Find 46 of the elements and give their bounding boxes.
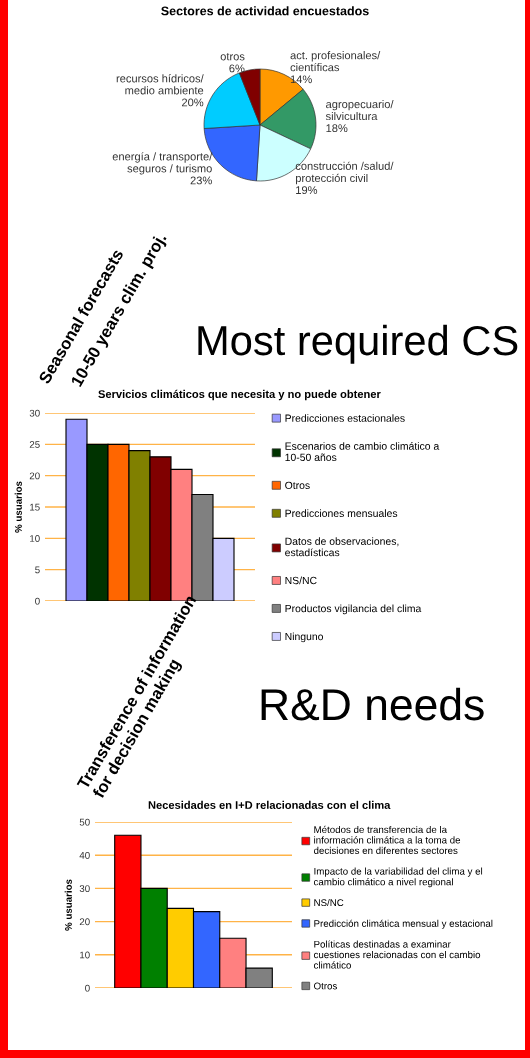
y-tick-label: 25 [29,441,40,448]
y-tick-label: 5 [35,566,40,574]
y-tick-label: 15 [30,503,40,511]
chart-title: Sectores de actividad encuestados [161,6,369,16]
legend-label: Productos vigilancia del clima [285,604,422,615]
y-tick-label: 50 [79,818,90,826]
legend-label: Otros [285,481,310,490]
data-label: 14% [290,75,312,84]
y-tick-label: 30 [79,885,90,893]
legend-label: Métodos de transferencia de la información climática a la toma de decisiones en diferentes sectores [313,825,461,854]
text: Most required CS [198,324,518,364]
slice-label: energía / transporte/ seguros / turismo [112,152,213,175]
data-label: 20% [182,98,204,107]
legend-label: Políticas destinadas a examinar cuestiones relacionadas con el cambio climático [313,940,481,969]
y-axis-title: % usuarios [64,879,72,931]
slice-label: otros [220,53,245,61]
slice-label: recursos hídricos/ medio ambiente [116,74,204,95]
y-tick-label: 0 [35,597,40,605]
legend-label: Ninguno [285,632,324,643]
y-tick-label: 40 [79,851,90,859]
legend-label: NS/NC [285,576,317,585]
legend-label: Otros [314,982,337,990]
y-tick-label: 0 [85,984,90,992]
legend-label: Predicción climática mensual y estacional [314,919,493,929]
chart-title: Servicios climáticos que necesita y no puede obtener [98,389,381,401]
legend-label: Datos de observaciones, estadísticas [285,537,399,557]
data-label: 6% [229,64,245,73]
legend-label: Escenarios de cambio climático a 10-50 años [285,442,440,462]
legend-label: Impacto de la variabilidad del clima y el cambio climático a nivel regional [313,867,483,888]
y-tick-label: 20 [79,918,90,926]
y-tick-label: 30 [29,409,40,417]
y-tick-label: 20 [29,472,40,480]
slice-label: construcción /salud/ protección civil [295,161,394,185]
chart-title: Necesidades en I+D relacionadas con el clima [148,800,391,809]
legend-label: Predicciones mensuales [285,509,398,518]
data-label: 23% [190,176,212,185]
y-tick-label: 10 [80,951,90,959]
legend-label: NS/NC [314,898,344,907]
data-label: 18% [326,124,348,133]
y-tick-label: 10 [30,535,40,542]
slice-label: act. profesionales/ científicas [290,51,381,72]
data-label: 19% [296,186,318,195]
legend-label: Predicciones estacionales [285,414,405,422]
slice-label: agropecuario/ silvicultura [325,99,394,121]
y-axis-title: % usuarios [14,481,22,533]
text: R&D needs [261,687,484,721]
